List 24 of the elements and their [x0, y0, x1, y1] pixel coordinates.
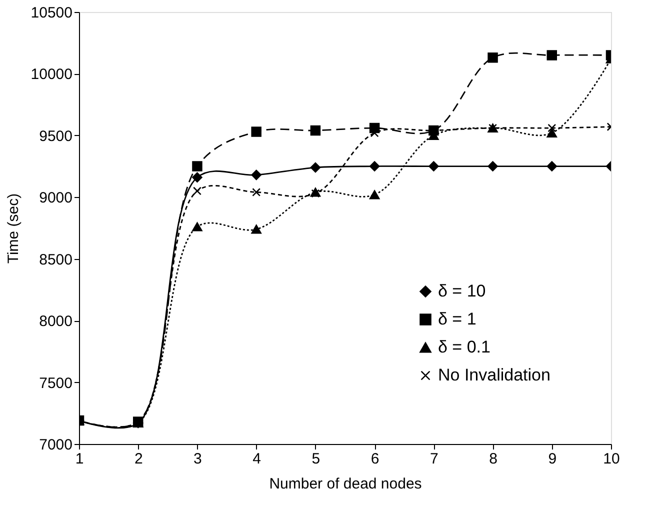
x-tick-label: 5 [312, 450, 320, 468]
legend-label: δ = 1 [438, 310, 476, 328]
x-tick-label: 7 [430, 450, 438, 468]
y-tick-label: 10000 [30, 66, 72, 84]
y-tick-label: 8000 [39, 313, 72, 330]
legend-label: δ = 10 [438, 282, 486, 300]
y-tick-label: 7500 [39, 374, 72, 392]
y-tick-label: 7000 [39, 436, 72, 454]
y-axis-title: Time (sec) [4, 193, 22, 264]
legend-label: δ = 0.1 [438, 338, 490, 356]
x-tick-label: 4 [252, 450, 262, 468]
y-tick-label: 10500 [30, 4, 72, 22]
x-tick-label: 3 [194, 450, 202, 468]
y-tick-label: 8500 [39, 251, 72, 268]
x-tick-label: 6 [370, 450, 380, 468]
x-tick-label: 8 [489, 450, 498, 468]
x-tick-label: 1 [75, 450, 84, 468]
x-tick-label: 9 [548, 450, 557, 468]
y-tick-label: 9000 [39, 190, 72, 207]
x-tick-label: 10 [603, 450, 620, 468]
x-tick-label: 2 [134, 450, 143, 468]
legend-label: No Invalidation [438, 366, 550, 384]
y-tick-label: 9500 [39, 128, 72, 145]
x-axis-title: Number of dead nodes [269, 476, 422, 492]
